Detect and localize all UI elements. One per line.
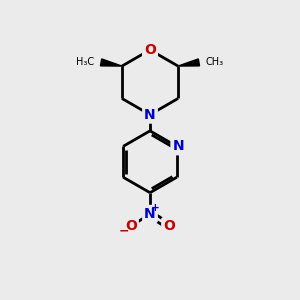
Polygon shape: [100, 59, 122, 66]
Text: H₃C: H₃C: [76, 57, 94, 68]
Text: N: N: [172, 139, 184, 153]
Polygon shape: [178, 59, 200, 66]
Text: +: +: [151, 203, 160, 213]
Text: −: −: [119, 225, 130, 238]
Text: O: O: [125, 219, 137, 233]
Text: N: N: [144, 108, 156, 122]
Text: N: N: [144, 207, 156, 221]
Text: O: O: [144, 43, 156, 57]
Text: CH₃: CH₃: [206, 57, 224, 68]
Text: O: O: [163, 219, 175, 233]
